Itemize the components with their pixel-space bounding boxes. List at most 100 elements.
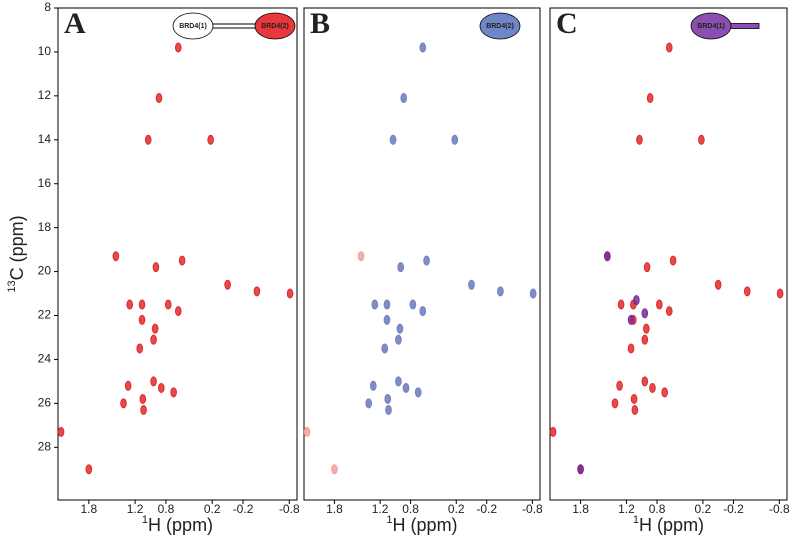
y-tick-label: 8 [44,0,51,14]
peak [400,93,408,104]
y-tick-label: 10 [38,44,52,58]
peak [630,393,638,404]
panel-label: B [310,7,330,40]
peak [698,134,705,145]
peak [419,306,427,317]
peak [120,398,127,409]
peak [385,404,392,415]
domain-label: BRD4(2) [261,23,289,30]
peak [152,262,160,273]
domain-label: BRD4(1) [697,23,725,30]
peak [178,255,186,266]
peak [164,299,172,310]
tail [726,23,760,29]
y-label-sup: 13 [6,280,18,292]
peak [112,251,120,262]
peak [402,382,410,393]
peak [286,288,294,299]
peak [409,299,417,310]
panel-label: C [556,7,578,40]
peak [643,323,650,334]
plot-frame [303,7,541,501]
x-label-sup: 1 [386,514,392,526]
peak [174,42,182,53]
domain [479,12,521,40]
peak [604,251,611,262]
y-axis-label: 13C (ppm) [6,215,27,292]
x-tick-label: 1.8 [80,502,97,516]
peak [395,334,402,345]
peak [641,376,649,387]
x-tick-label: 0.2 [695,502,712,516]
peak [649,382,656,393]
panel-label: A [64,7,86,40]
peak [144,134,152,145]
y-tick-label: 12 [38,88,52,102]
peak [627,314,635,325]
peak [616,380,623,391]
y-tick-label: 14 [38,132,52,146]
domain [172,12,214,40]
peak [617,299,625,310]
peak [656,299,663,310]
peak [384,393,392,404]
peak [303,426,311,437]
peak [743,286,751,297]
peak [150,376,157,387]
y-tick-label: 22 [38,308,52,322]
x-axis-label: 1H (ppm) [386,514,457,535]
peak [150,334,157,345]
peak [139,393,147,404]
peak [665,42,673,53]
x-tick-label: -0.2 [723,502,744,516]
peak [646,93,654,104]
peak [423,255,430,266]
x-tick-label: 1.2 [372,502,389,516]
peak [611,398,619,409]
peak [641,334,649,345]
peak [397,262,404,273]
x-tick-label: -0.2 [476,502,497,516]
peak [158,382,165,393]
peak [396,323,404,334]
peak [138,299,146,310]
peak [369,380,377,391]
plot-frame [549,7,788,501]
peak [383,314,391,325]
peak [669,255,677,266]
x-tick-label: -0.8 [279,502,300,516]
peak [138,314,146,325]
domain [254,12,296,40]
peak [389,134,397,145]
peak [633,295,640,306]
x-label-text: H (ppm) [393,515,458,535]
peak [636,134,643,145]
peak [631,404,639,415]
domain [690,12,732,40]
x-tick-label: 1.8 [572,502,589,516]
peak [253,286,261,297]
peak [661,387,668,398]
plot-frame [57,7,298,501]
x-label-sup: 1 [142,514,148,526]
peak [371,299,379,310]
x-label-text: H (ppm) [148,515,213,535]
peak [124,380,132,391]
y-tick-label: 24 [38,352,52,366]
x-axis-label: 1H (ppm) [142,514,213,535]
peak [57,426,65,437]
y-tick-label: 26 [38,396,52,410]
peak [776,288,784,299]
peak [85,464,93,475]
peak [151,323,159,334]
peak [383,299,391,310]
peak [451,134,459,145]
y-tick-label: 28 [38,439,52,453]
x-tick-label: 0.2 [204,502,221,516]
peak [140,404,147,415]
peak [381,343,388,354]
peak [170,387,177,398]
peak [577,464,584,475]
peak [365,398,373,409]
